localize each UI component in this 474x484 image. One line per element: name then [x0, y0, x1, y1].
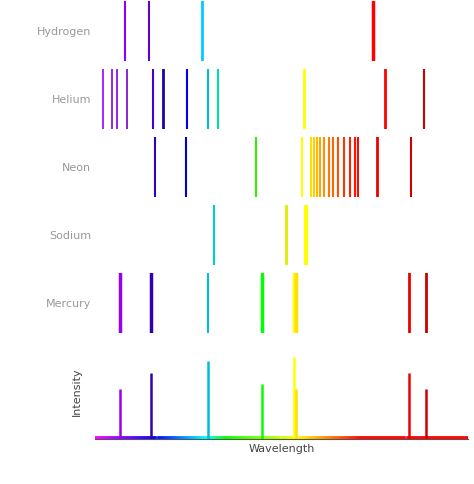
Text: Neon: Neon [62, 163, 91, 173]
X-axis label: Wavelength: Wavelength [248, 443, 315, 453]
Text: Helium: Helium [52, 95, 91, 105]
Text: Intensity: Intensity [72, 367, 82, 415]
Text: Mercury: Mercury [46, 298, 91, 308]
Text: Sodium: Sodium [49, 230, 91, 241]
Text: Hydrogen: Hydrogen [36, 27, 91, 37]
